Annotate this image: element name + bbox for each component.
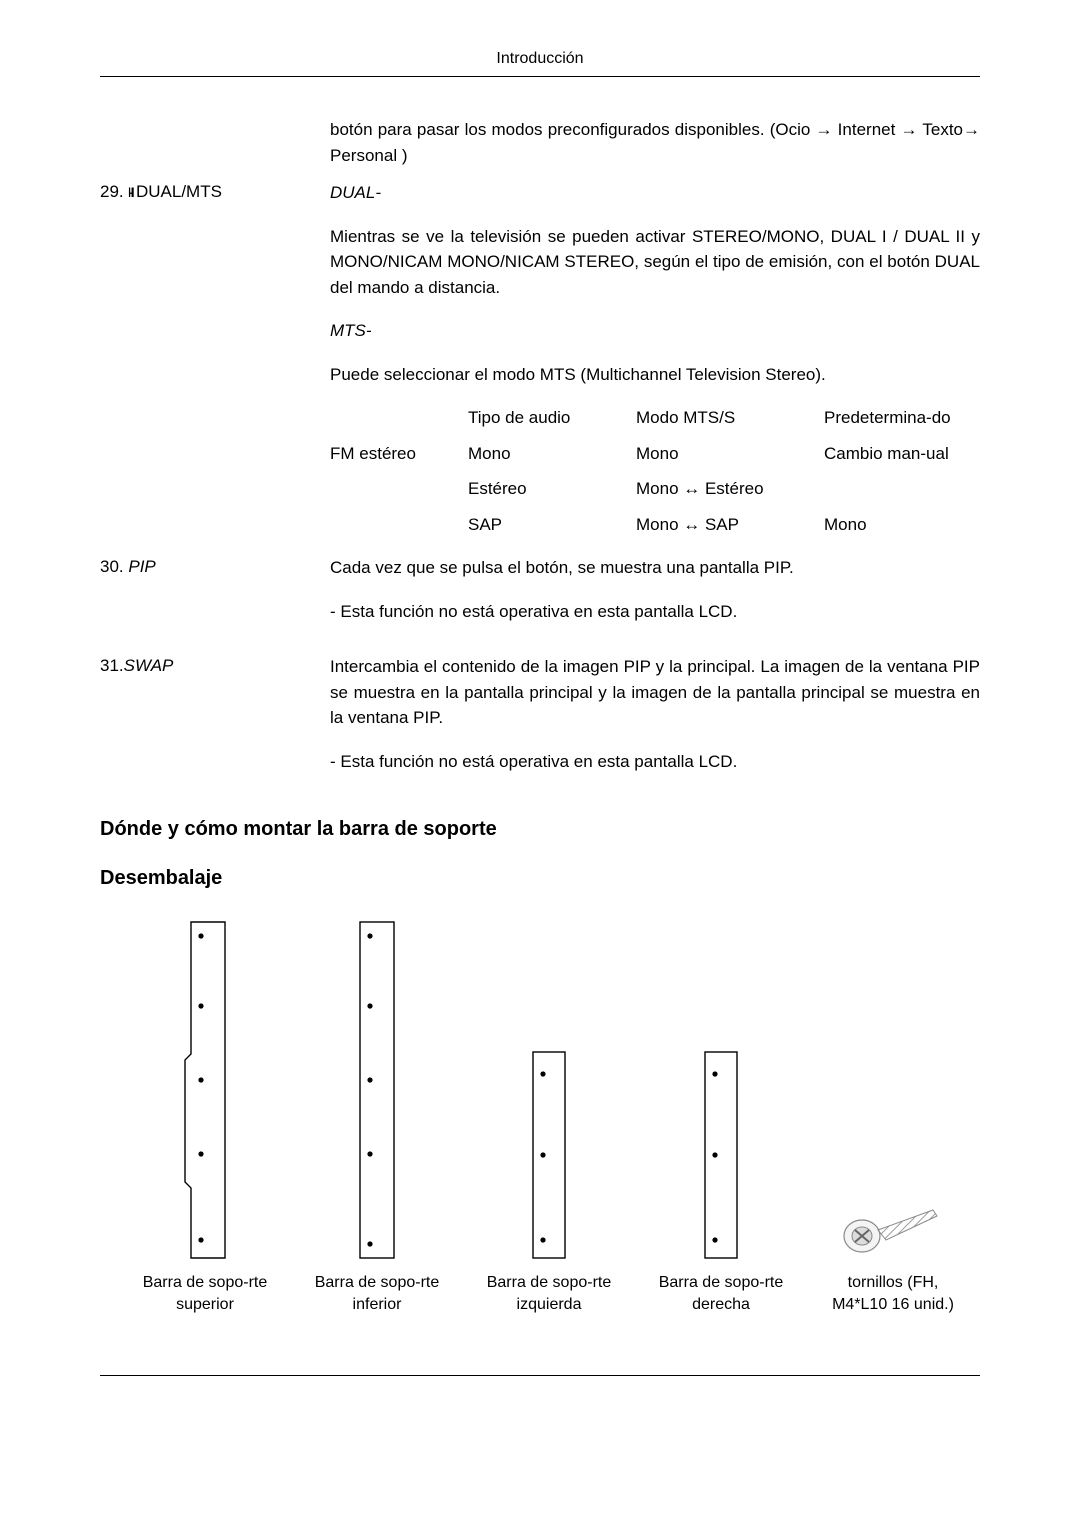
section-mount: Dónde y cómo montar la barra de soporte	[100, 818, 980, 841]
bar-right-svg	[697, 1050, 745, 1260]
screw-svg	[838, 1200, 948, 1260]
td-blank-def2	[824, 476, 980, 502]
cap-superior: Barra de sopo-rte superior	[130, 1272, 280, 1315]
dual-desc: Mientras se ve la televisión se pueden a…	[330, 224, 980, 301]
empty-label	[100, 117, 330, 119]
item-29-number: 29.	[100, 182, 124, 202]
item-30-content: Cada vez que se pulsa el botón, se muest…	[330, 555, 980, 642]
item-31-row: 31.SWAP Intercambia el contenido de la i…	[100, 654, 980, 792]
th-mode: Modo MTS/S	[636, 405, 816, 431]
cap-screws: tornillos (FH, M4*L10 16 unid.)	[818, 1272, 968, 1315]
td-blank3	[330, 512, 460, 538]
td-def3: Mono	[824, 512, 980, 538]
td-mode3: Mono ↔ SAP	[636, 512, 816, 538]
diag-screws: tornillos (FH, M4*L10 16 unid.)	[818, 1200, 968, 1315]
dual-heading: DUAL-	[330, 180, 980, 206]
item-29-label: 29. I·II DUAL/MTS	[100, 180, 330, 202]
td-mode2: Mono ↔ Estéreo	[636, 476, 816, 502]
diag-right: Barra de sopo-rte derecha	[646, 1050, 796, 1315]
swap-desc: Intercambia el contenido de la imagen PI…	[330, 654, 980, 731]
td-audio2: Estéreo	[468, 476, 628, 502]
cap-right: Barra de sopo-rte derecha	[646, 1272, 796, 1315]
mts-heading: MTS-	[330, 318, 980, 344]
td-blank2	[330, 476, 460, 502]
th-blank	[330, 405, 460, 431]
bar-superior-svg	[175, 920, 235, 1260]
item-30-name: PIP	[128, 557, 155, 576]
page-header: Introducción	[100, 50, 980, 68]
item-29-row: 29. I·II DUAL/MTS DUAL- Mientras se ve l…	[100, 180, 980, 537]
item-30-label: 30. PIP	[100, 555, 330, 577]
item-30-number: 30.	[100, 557, 124, 576]
diag-superior: Barra de sopo-rte superior	[130, 920, 280, 1315]
pip-note: - Esta función no está operativa en esta…	[330, 599, 980, 625]
prev-item-tail: botón para pasar los modos preconfigurad…	[100, 117, 980, 168]
item-29-content: DUAL- Mientras se ve la televisión se pu…	[330, 180, 980, 537]
item-31-number: 31.	[100, 656, 124, 675]
td-mode1: Mono	[636, 441, 816, 467]
swap-note: - Esta función no está operativa en esta…	[330, 749, 980, 775]
footer-rule	[100, 1375, 980, 1376]
item-31-content: Intercambia el contenido de la imagen PI…	[330, 654, 980, 792]
cap-left: Barra de sopo-rte izquierda	[474, 1272, 624, 1315]
td-rowlabel: FM estéreo	[330, 441, 460, 467]
cap-inferior: Barra de sopo-rte inferior	[302, 1272, 452, 1315]
diagram-row: Barra de sopo-rte superior Barra de sopo…	[130, 920, 980, 1315]
section-unbox: Desembalaje	[100, 867, 980, 890]
prev-tail-text: botón para pasar los modos preconfigurad…	[330, 117, 980, 168]
td-audio3: SAP	[468, 512, 628, 538]
mts-table: Tipo de audio Modo MTS/S Predetermina-do…	[330, 405, 980, 537]
th-audio: Tipo de audio	[468, 405, 628, 431]
bar-inferior-svg	[352, 920, 402, 1260]
mts-desc: Puede seleccionar el modo MTS (Multichan…	[330, 362, 980, 388]
th-default: Predetermina-do	[824, 405, 980, 431]
item-30-row: 30. PIP Cada vez que se pulsa el botón, …	[100, 555, 980, 642]
bar-left-svg	[525, 1050, 573, 1260]
pip-desc: Cada vez que se pulsa el botón, se muest…	[330, 555, 980, 581]
item-29-name: DUAL/MTS	[136, 182, 222, 202]
diag-inferior: Barra de sopo-rte inferior	[302, 920, 452, 1315]
item-31-name: SWAP	[124, 656, 174, 675]
td-audio1: Mono	[468, 441, 628, 467]
dual-icon: I·II	[128, 184, 132, 200]
header-rule	[100, 76, 980, 77]
td-def1: Cambio man-ual	[824, 441, 980, 467]
item-31-label: 31.SWAP	[100, 654, 330, 676]
diag-left: Barra de sopo-rte izquierda	[474, 1050, 624, 1315]
